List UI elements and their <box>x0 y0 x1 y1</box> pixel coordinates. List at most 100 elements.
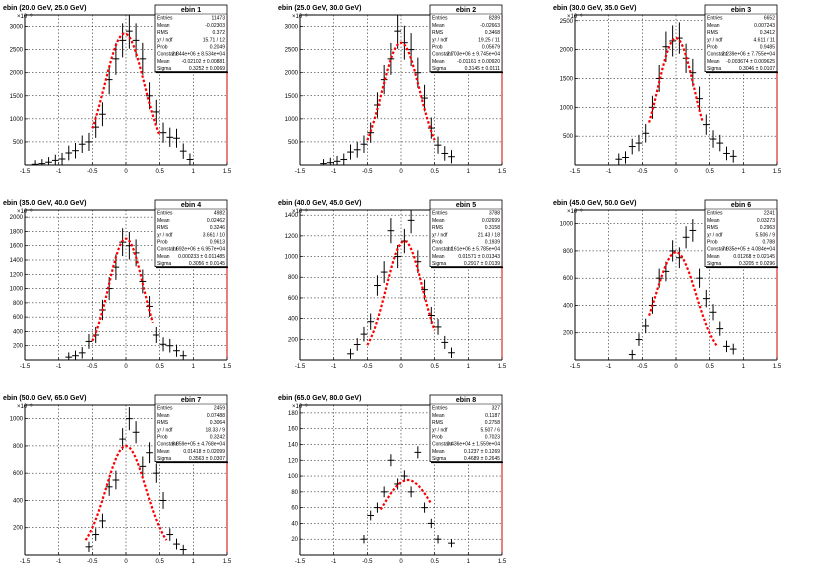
y-tick-label: 2500 <box>560 19 574 25</box>
stats-label: RMS <box>707 225 719 231</box>
stats-box-header: ebin 7 <box>181 397 201 404</box>
stats-box-shadow <box>431 266 503 269</box>
data-point <box>394 15 401 49</box>
stats-label: Mean <box>157 449 170 455</box>
x-tick-label: -1 <box>56 364 62 370</box>
x-tick-label: 1.5 <box>498 364 507 370</box>
stats-label: Constant <box>157 442 178 448</box>
y-tick-label: 2000 <box>10 71 24 77</box>
stats-value: 0.03273 <box>757 218 775 224</box>
stats-value: 0.02699 <box>482 218 500 224</box>
data-point <box>65 352 73 360</box>
y-tick-label: 400 <box>13 498 24 504</box>
y-tick-label: 800 <box>288 275 299 281</box>
x-tick-label: 0 <box>399 559 403 565</box>
y-tick-label: 200 <box>563 331 574 337</box>
x-tick-label: -1 <box>56 559 62 565</box>
data-point <box>78 347 86 359</box>
stats-value: 0.01268 ± 0.02145 <box>733 254 775 260</box>
y-tick-label: 40 <box>291 521 298 527</box>
data-point <box>448 539 455 548</box>
data-point <box>709 130 717 148</box>
data-point <box>723 146 730 161</box>
stats-value: 18.33 / 9 <box>206 427 226 433</box>
data-point <box>159 337 167 352</box>
stats-value: 0.000233 ± 0.011485 <box>178 254 225 260</box>
data-point <box>340 153 348 165</box>
stats-value: 0.3064 <box>210 420 226 426</box>
stats-box-shadow <box>706 71 778 74</box>
stats-label: Mean <box>432 218 445 224</box>
y-tick-label: 160 <box>288 427 299 433</box>
stats-box-header: ebin 2 <box>456 7 476 14</box>
y-tick-label: 1800 <box>10 229 24 235</box>
data-point <box>119 23 126 58</box>
stats-label: Prob <box>157 435 168 441</box>
stats-label: Sigma <box>707 261 721 267</box>
stats-value: 0.3056 ± 0.0145 <box>189 261 225 267</box>
stats-label: Sigma <box>157 261 171 267</box>
histogram-panel: ebin (50.0 GeV, 65.0 GeV)×10⁻³-1.5-1-0.5… <box>3 394 232 565</box>
stats-value: 3.661 / 10 <box>203 232 225 238</box>
stats-value: 0.1237 ± 0.1269 <box>464 449 500 455</box>
data-point <box>326 157 334 165</box>
panel-title: ebin (50.0 GeV, 65.0 GeV) <box>3 395 86 402</box>
stats-value: 0.01571 ± 0.01343 <box>458 254 500 260</box>
stats-value: 3788 <box>489 211 500 217</box>
y-tick-label: 80 <box>291 490 298 496</box>
y-tick-label: 400 <box>563 303 574 309</box>
data-point <box>333 155 341 165</box>
x-tick-label: 0 <box>399 169 403 175</box>
stats-label: Sigma <box>157 66 171 72</box>
data-point <box>78 135 86 153</box>
y-tick-label: 200 <box>13 526 24 532</box>
x-tick-label: 0 <box>124 169 128 175</box>
data-point <box>159 122 167 143</box>
stats-value: 0.3468 <box>485 30 501 36</box>
data-point <box>347 348 354 359</box>
stats-label: Sigma <box>157 456 171 462</box>
y-tick-label: 2000 <box>285 71 299 77</box>
data-point <box>173 538 180 550</box>
x-tick-label: -0.5 <box>362 364 373 370</box>
y-tick-label: 1200 <box>285 234 299 240</box>
gaussian-fit-curve <box>91 32 161 137</box>
y-tick-label: 1000 <box>10 417 24 423</box>
stats-value: 0.07488 <box>207 413 225 419</box>
data-point <box>65 145 73 161</box>
stats-label: Mean <box>707 254 720 260</box>
stats-box: ebin 1 Entries 11473 Mean -0.02303 RMS 0.372 χ²… <box>154 4 228 74</box>
x-tick-label: -1.5 <box>20 169 31 175</box>
stats-value: 0.3158 <box>485 225 501 231</box>
stats-value: 6652 <box>764 16 775 22</box>
data-point <box>635 134 643 152</box>
stats-value: 0.2963 <box>760 225 776 231</box>
stats-label: RMS <box>432 30 444 36</box>
stats-label: Mean <box>432 413 445 419</box>
x-tick-label: 1 <box>467 364 471 370</box>
x-tick-label: 0.5 <box>705 169 714 175</box>
stats-label: χ² / ndf <box>157 427 173 433</box>
data-point <box>72 142 79 159</box>
stats-label: Mean <box>432 449 445 455</box>
x-tick-label: 1.5 <box>498 169 507 175</box>
x-tick-label: -1.5 <box>295 559 306 565</box>
gaussian-fit-curve <box>648 36 704 123</box>
stats-label: Entries <box>432 211 448 217</box>
data-point <box>367 122 375 143</box>
stats-box-frame <box>429 199 503 267</box>
stats-box-header: ebin 1 <box>181 7 201 14</box>
data-point <box>427 306 435 325</box>
y-tick-label: 1400 <box>10 258 24 264</box>
stats-label: Mean <box>432 59 445 65</box>
stats-label: Mean <box>157 218 170 224</box>
y-tick-label: 140 <box>288 442 299 448</box>
x-tick-label: 1 <box>467 559 471 565</box>
stats-value: 0.2758 <box>485 420 501 426</box>
stats-label: χ² / ndf <box>157 232 173 238</box>
x-tick-label: -0.5 <box>87 559 98 565</box>
stats-label: Prob <box>157 45 168 51</box>
data-point <box>38 159 46 165</box>
stats-label: Entries <box>707 16 723 22</box>
stats-value: 0.9613 <box>210 240 226 246</box>
